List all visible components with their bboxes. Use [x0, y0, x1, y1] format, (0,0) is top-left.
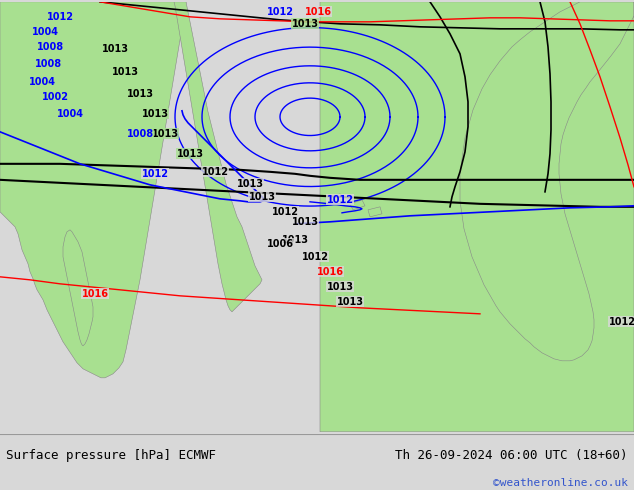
Text: 1012: 1012: [609, 317, 634, 327]
Text: 1012: 1012: [302, 252, 328, 262]
Text: 1012: 1012: [46, 12, 74, 22]
Text: 1013: 1013: [292, 217, 318, 227]
Text: 1008: 1008: [36, 42, 63, 52]
Text: 1004: 1004: [29, 77, 56, 87]
Text: 1002: 1002: [41, 92, 68, 102]
Text: 1008: 1008: [126, 129, 153, 139]
Polygon shape: [63, 230, 93, 346]
Polygon shape: [368, 207, 382, 217]
Text: 1016: 1016: [316, 267, 344, 277]
Text: 1013: 1013: [249, 192, 276, 202]
Text: 1016: 1016: [304, 7, 332, 17]
Text: 1013: 1013: [101, 44, 129, 54]
Text: 1012: 1012: [202, 167, 228, 177]
Text: 1013: 1013: [176, 149, 204, 159]
Text: 1013: 1013: [327, 282, 354, 292]
Text: 1012: 1012: [327, 195, 354, 205]
Text: 1012: 1012: [141, 169, 169, 179]
Text: 1013: 1013: [281, 235, 309, 245]
Text: 1013: 1013: [141, 109, 169, 119]
Text: 1013: 1013: [112, 67, 138, 77]
Text: 1006: 1006: [266, 239, 294, 249]
Polygon shape: [330, 194, 345, 202]
Text: 1013: 1013: [127, 89, 153, 99]
Text: Surface pressure [hPa] ECMWF: Surface pressure [hPa] ECMWF: [6, 448, 216, 462]
Polygon shape: [174, 2, 262, 312]
Text: 1013: 1013: [292, 19, 318, 29]
Text: 1016: 1016: [82, 289, 108, 299]
Text: 1013: 1013: [236, 179, 264, 189]
Polygon shape: [320, 2, 634, 432]
Text: 1013: 1013: [152, 129, 179, 139]
Text: 1012: 1012: [266, 7, 294, 17]
Text: 1008: 1008: [34, 59, 61, 69]
Polygon shape: [0, 2, 186, 378]
Text: Th 26-09-2024 06:00 UTC (18+60): Th 26-09-2024 06:00 UTC (18+60): [395, 448, 628, 462]
Text: 1004: 1004: [32, 27, 58, 37]
Text: 1012: 1012: [271, 207, 299, 217]
Text: 1013: 1013: [337, 297, 363, 307]
Text: 1004: 1004: [56, 109, 84, 119]
Polygon shape: [350, 200, 365, 210]
Text: ©weatheronline.co.uk: ©weatheronline.co.uk: [493, 478, 628, 488]
